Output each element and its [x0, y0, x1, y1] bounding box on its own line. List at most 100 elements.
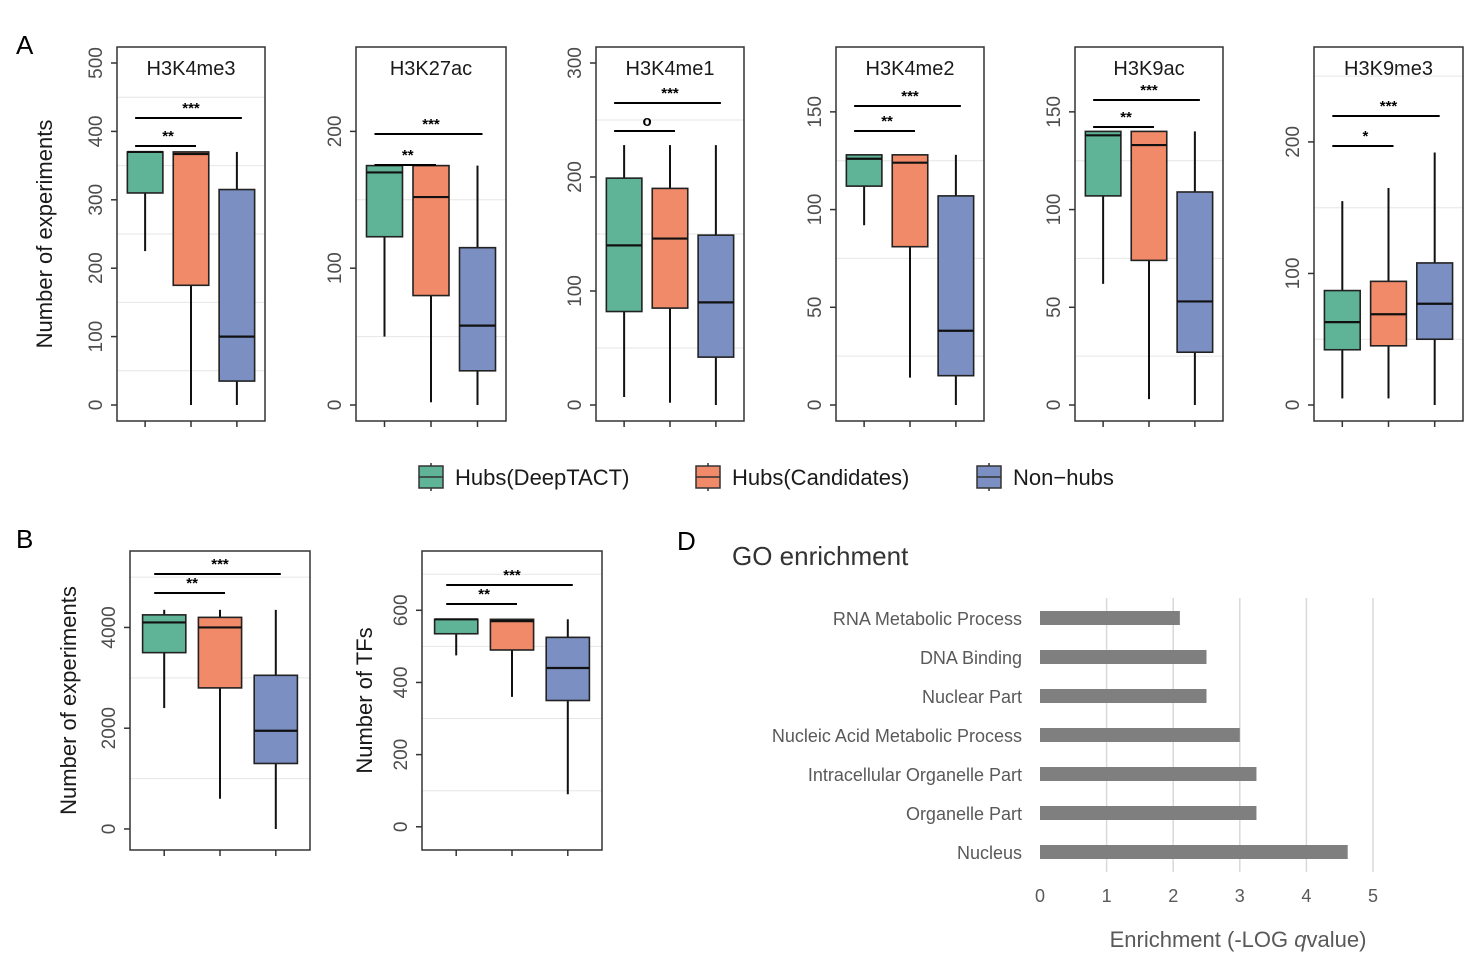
y-tick-label: 0	[391, 821, 412, 832]
y-tick-label: 100	[1044, 194, 1065, 226]
go-category-label: Nucleic Acid Metabolic Process	[772, 726, 1022, 746]
box-non-hubs	[253, 609, 299, 829]
y-tick-label: 600	[391, 594, 412, 626]
go-x-tick-label: 4	[1301, 886, 1311, 906]
box-iqr	[1416, 262, 1454, 341]
box-hubs-deeptact	[433, 618, 479, 656]
go-bar-intracellular-organelle-part	[1040, 767, 1257, 781]
boxplot-panel-h3k4me1: 0 100 200 300 H3K4me1 o ***	[565, 46, 745, 427]
y-tick-label: 50	[1044, 297, 1065, 318]
go-category-label: Intracellular Organelle Part	[808, 765, 1022, 785]
legend-label-non-hubs: Non−hubs	[1013, 465, 1114, 490]
significance-label: **	[1120, 109, 1132, 126]
box-hubs-candidates	[1369, 187, 1408, 399]
y-tick-label: 50	[805, 297, 826, 318]
panel-title: H3K4me1	[626, 58, 715, 80]
y-tick-label: 100	[805, 194, 826, 226]
box-non-hubs	[218, 151, 256, 405]
box-iqr	[197, 616, 243, 689]
legend-item-hubs-candidates: Hubs(Candidates)	[695, 463, 909, 491]
box-iqr	[489, 618, 535, 651]
go-x-axis-label-suffix: value)	[1306, 927, 1366, 952]
y-tick-label: 2000	[99, 707, 120, 749]
go-x-axis-label: Enrichment (-LOG qvalue)	[1110, 927, 1367, 952]
go-x-tick-label: 3	[1235, 886, 1245, 906]
panel-title: H3K27ac	[390, 58, 472, 80]
y-tick-label: 150	[1044, 96, 1065, 128]
y-tick-label: 200	[391, 739, 412, 771]
box-iqr	[412, 164, 450, 297]
go-chart-title: GO enrichment	[732, 541, 909, 571]
box-hubs-deeptact	[1084, 130, 1122, 284]
significance-label: **	[402, 147, 414, 164]
box-iqr	[218, 188, 256, 382]
panel-title: H3K9me3	[1344, 58, 1433, 80]
box-iqr	[845, 154, 883, 187]
y-tick-label: 0	[86, 400, 107, 411]
go-bar-dna-binding	[1040, 650, 1207, 664]
box-iqr	[172, 151, 210, 287]
y-tick-label: 0	[325, 400, 346, 411]
y-axis-label: Number of experiments	[56, 586, 81, 815]
go-category-label: RNA Metabolic Process	[833, 609, 1022, 629]
go-x-axis-label-prefix: Enrichment (-LOG	[1110, 927, 1295, 952]
legend-item-non-hubs: Non−hubs	[976, 463, 1114, 491]
legend-label-hubs-deeptact: Hubs(DeepTACT)	[455, 465, 629, 490]
box-iqr	[1084, 130, 1122, 197]
go-bar-rna-metabolic-process	[1040, 611, 1180, 625]
box-iqr	[141, 614, 187, 654]
panel-label-d: D	[677, 526, 696, 556]
significance-label: **	[186, 575, 198, 592]
box-iqr	[697, 234, 735, 358]
significance-label: **	[162, 128, 174, 145]
go-category-label: Organelle Part	[906, 804, 1022, 824]
significance-label: ***	[1140, 82, 1158, 99]
box-iqr	[891, 154, 929, 248]
y-tick-label: 150	[805, 96, 826, 128]
go-bar-nucleic-acid-metabolic-process	[1040, 728, 1240, 742]
box-hubs-deeptact	[845, 154, 883, 226]
go-bar-nucleus	[1040, 845, 1348, 859]
box-iqr	[1176, 191, 1214, 354]
panel-title: H3K4me2	[866, 58, 955, 80]
box-iqr	[253, 674, 299, 765]
box-iqr	[458, 246, 497, 372]
box-hubs-deeptact	[605, 145, 643, 398]
significance-label: **	[478, 586, 490, 603]
significance-label: o	[642, 113, 651, 130]
significance-label: *	[1362, 128, 1368, 145]
go-enrichment-chart: GO enrichment Enrichment (-LOG qvalue) 0…	[732, 541, 1378, 952]
panel-title: H3K4me3	[147, 58, 236, 80]
y-tick-label: 300	[86, 184, 107, 216]
box-iqr	[126, 151, 164, 194]
significance-label: **	[881, 113, 893, 130]
significance-label: ***	[182, 100, 200, 117]
panel-label-b: B	[16, 524, 33, 554]
significance-label: ***	[503, 567, 521, 584]
y-tick-label: 0	[805, 400, 826, 411]
go-category-label: Nucleus	[957, 843, 1022, 863]
box-hubs-candidates	[412, 164, 450, 403]
box-hubs-candidates	[651, 145, 689, 403]
box-iqr	[1323, 289, 1361, 351]
y-tick-label: 200	[565, 161, 586, 193]
y-tick-label: 200	[325, 116, 346, 148]
box-iqr	[651, 187, 689, 309]
box-iqr	[937, 195, 975, 377]
y-tick-label: 4000	[99, 606, 120, 648]
box-iqr	[365, 164, 404, 238]
y-tick-label: 100	[86, 321, 107, 353]
y-tick-label: 300	[565, 47, 586, 79]
boxplot-panel-h3k4me3: 0 100 200 300 400 500 H3K4me3 Number of experim…	[32, 46, 266, 427]
y-tick-label: 100	[1283, 258, 1304, 290]
box-iqr	[433, 618, 479, 635]
box-hubs-candidates	[197, 609, 243, 799]
